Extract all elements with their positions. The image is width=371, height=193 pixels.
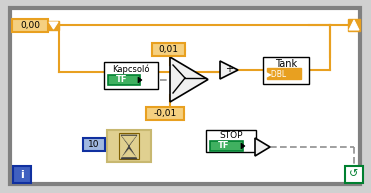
Bar <box>12 19 48 32</box>
Polygon shape <box>349 20 359 30</box>
Text: ↺: ↺ <box>349 169 359 179</box>
Polygon shape <box>138 77 142 83</box>
Polygon shape <box>122 149 136 157</box>
Bar <box>119 133 139 159</box>
Bar <box>267 68 301 79</box>
Text: 10: 10 <box>88 140 100 149</box>
Polygon shape <box>241 143 245 149</box>
Bar <box>13 166 31 183</box>
Bar <box>146 107 184 120</box>
Bar <box>263 57 309 84</box>
Bar <box>48 21 59 30</box>
Polygon shape <box>170 57 208 102</box>
Bar <box>348 19 360 31</box>
Text: Kapcsoló: Kapcsoló <box>112 64 150 74</box>
Polygon shape <box>49 22 58 29</box>
Text: +: + <box>225 64 233 74</box>
Text: 0,00: 0,00 <box>20 21 40 30</box>
Text: ▶DBL: ▶DBL <box>266 69 288 78</box>
Polygon shape <box>255 138 270 156</box>
Text: TF: TF <box>218 141 230 151</box>
Bar <box>152 43 185 56</box>
Bar <box>83 138 105 151</box>
Text: STOP: STOP <box>219 131 243 141</box>
Bar <box>107 130 151 162</box>
Text: Tank: Tank <box>275 59 297 69</box>
Text: 0,01: 0,01 <box>158 45 178 54</box>
Bar <box>210 141 243 151</box>
Bar <box>104 62 158 89</box>
Text: i: i <box>20 169 24 179</box>
Text: -0,01: -0,01 <box>153 109 177 118</box>
Bar <box>345 166 363 183</box>
Text: TF: TF <box>116 75 128 85</box>
Bar <box>206 130 256 152</box>
Polygon shape <box>122 136 136 145</box>
Polygon shape <box>220 61 238 79</box>
Polygon shape <box>121 135 137 159</box>
Bar <box>108 75 140 85</box>
